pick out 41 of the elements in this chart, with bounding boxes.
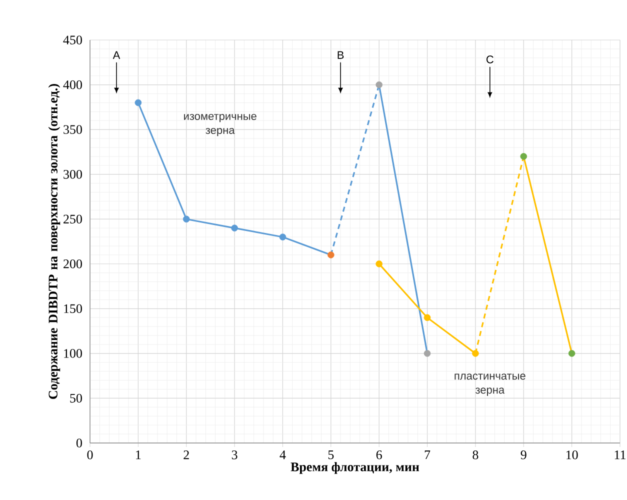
annotation: C [486,56,494,64]
point [424,314,431,322]
y-tick-label: 100 [64,349,82,358]
point [568,350,576,357]
point [376,260,382,268]
x-tick-label: 10 [566,450,578,460]
point [182,216,190,222]
annotation: A [112,51,120,59]
x-tick-label: 8 [472,450,478,460]
y-tick-label: 200 [64,259,82,268]
point [134,99,142,106]
x-tick-label: 7 [424,450,430,460]
annotation: изометричные зерна [184,114,256,136]
point [472,350,479,357]
y-tick-label: 400 [63,80,82,90]
x-tick-label: 2 [184,450,189,460]
point [231,224,238,232]
y-tick-label: 150 [64,304,82,314]
point [424,350,431,357]
x-tick-label: 11 [614,450,626,460]
y-tick-label: 350 [64,125,82,134]
y-tick-label: 450 [63,36,82,44]
x-axis-title: Время флотации, мин [290,462,420,474]
annotation: B [338,51,344,59]
x-tick-label: 3 [232,450,238,460]
point [328,252,334,258]
y-tick-label: 250 [64,214,82,224]
x-tick-label: 4 [280,450,286,460]
y-axis-title: Содержание DIBDTP на поверхности золота (отн.ед.) [48,84,60,399]
point [376,81,382,88]
y-tick-label: 0 [76,438,82,448]
x-tick-label: 6 [376,450,382,460]
x-tick-label: 5 [328,450,334,460]
point [279,234,286,240]
y-tick-label: 300 [64,170,82,179]
point [520,153,528,160]
x-tick-label: 1 [136,450,141,460]
x-tick-label: 9 [520,450,526,460]
y-tick-label: 50 [70,394,82,403]
x-tick-label: 0 [87,450,93,460]
annotation: пластинчатые зерна [454,374,526,396]
